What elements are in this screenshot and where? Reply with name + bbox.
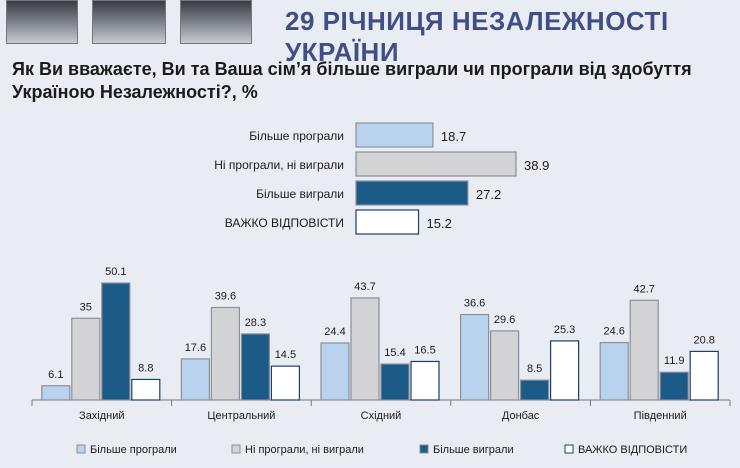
region-bar-5-1 xyxy=(599,341,629,401)
region-bar-value-label: 8.5 xyxy=(527,363,542,375)
hbar-value-label: 18.7 xyxy=(441,129,466,144)
legend-swatch xyxy=(231,444,241,454)
region-bar-value-label: 39.6 xyxy=(215,291,236,303)
region-bar-value-label: 24.4 xyxy=(324,326,345,338)
region-bar-4-2 xyxy=(490,330,520,401)
region-bar-5-2 xyxy=(629,299,659,401)
hbar-3 xyxy=(355,180,469,206)
legend-label: ВАЖКО ВІДПОВІСТИ xyxy=(578,444,687,456)
region-bar-value-label: 15.4 xyxy=(384,347,405,359)
hbar-4 xyxy=(355,209,420,235)
region-bar-value-label: 6.1 xyxy=(48,369,63,381)
region-bar-value-label: 16.5 xyxy=(414,344,435,356)
region-bar-4-1 xyxy=(460,313,490,401)
region-bar-1-2 xyxy=(71,317,101,401)
legend-swatch xyxy=(76,444,86,454)
region-category-label: Південний xyxy=(634,410,687,422)
region-bar-value-label: 14.5 xyxy=(275,349,296,361)
legend-swatch xyxy=(419,444,429,454)
hbar-value-label: 15.2 xyxy=(427,216,452,231)
region-category-label: Східний xyxy=(361,410,402,422)
region-bar-value-label: 43.7 xyxy=(354,281,375,293)
hbar-category-label: ВАЖКО ВІДПОВІСТИ xyxy=(225,216,344,230)
region-category-label: Центральний xyxy=(207,410,275,422)
region-bar-value-label: 36.6 xyxy=(464,298,485,310)
region-bar-value-label: 28.3 xyxy=(245,317,266,329)
hbar-category-label: Більше програли xyxy=(249,129,344,143)
region-bar-5-3 xyxy=(659,371,689,401)
region-bar-value-label: 25.3 xyxy=(554,324,575,336)
region-bar-2-3 xyxy=(240,333,270,401)
region-category-label: Західний xyxy=(79,410,125,422)
region-bar-1-3 xyxy=(101,282,131,401)
survey-question: Як Ви вважаєте, Ви та Ваша сім’я більше … xyxy=(12,59,692,102)
region-bar-3-3 xyxy=(380,363,410,401)
region-bar-value-label: 20.8 xyxy=(693,334,714,346)
region-bar-value-label: 42.7 xyxy=(633,283,654,295)
region-bar-value-label: 11.9 xyxy=(664,355,685,367)
header-banner: 29 РІЧНИЦЯ НЕЗАЛЕЖНОСТІ УКРАЇНИ xyxy=(0,0,740,67)
region-bar-1-1 xyxy=(41,385,71,401)
region-bar-value-label: 17.6 xyxy=(185,342,206,354)
region-bar-1-4 xyxy=(131,378,161,401)
region-bar-3-2 xyxy=(350,297,380,401)
region-bar-2-4 xyxy=(270,365,300,401)
region-bar-value-label: 35 xyxy=(80,301,92,313)
region-bar-3-4 xyxy=(410,360,440,401)
region-bar-value-label: 8.8 xyxy=(138,362,153,374)
legend-label: Більше виграли xyxy=(433,444,514,456)
page-title: 29 РІЧНИЦЯ НЕЗАЛЕЖНОСТІ УКРАЇНИ xyxy=(285,6,669,67)
header-photo xyxy=(92,0,166,44)
hbar-value-label: 27.2 xyxy=(476,187,501,202)
region-bar-2-1 xyxy=(180,358,210,401)
region-bar-3-1 xyxy=(320,342,350,401)
region-bar-value-label: 50.1 xyxy=(105,266,126,278)
region-bar-4-4 xyxy=(549,340,580,401)
hbar-value-label: 38.9 xyxy=(524,158,549,173)
region-bar-value-label: 24.6 xyxy=(603,326,624,338)
hbar-1 xyxy=(355,122,434,148)
region-category-label: Донбас xyxy=(502,410,540,422)
hbar-2 xyxy=(355,151,517,177)
region-bar-4-3 xyxy=(519,379,550,401)
region-bar-5-4 xyxy=(689,350,719,401)
hbar-category-label: Ні програли, ні виграли xyxy=(214,158,344,172)
header-photo xyxy=(180,0,252,44)
region-bar-value-label: 29.6 xyxy=(494,314,515,326)
legend-label: Більше програли xyxy=(90,444,177,456)
region-bar-2-2 xyxy=(210,306,240,401)
legend-swatch xyxy=(564,444,574,454)
legend-label: Ні програли, ні виграли xyxy=(245,444,364,456)
header-photo xyxy=(6,0,78,44)
hbar-category-label: Більше виграли xyxy=(256,187,344,201)
